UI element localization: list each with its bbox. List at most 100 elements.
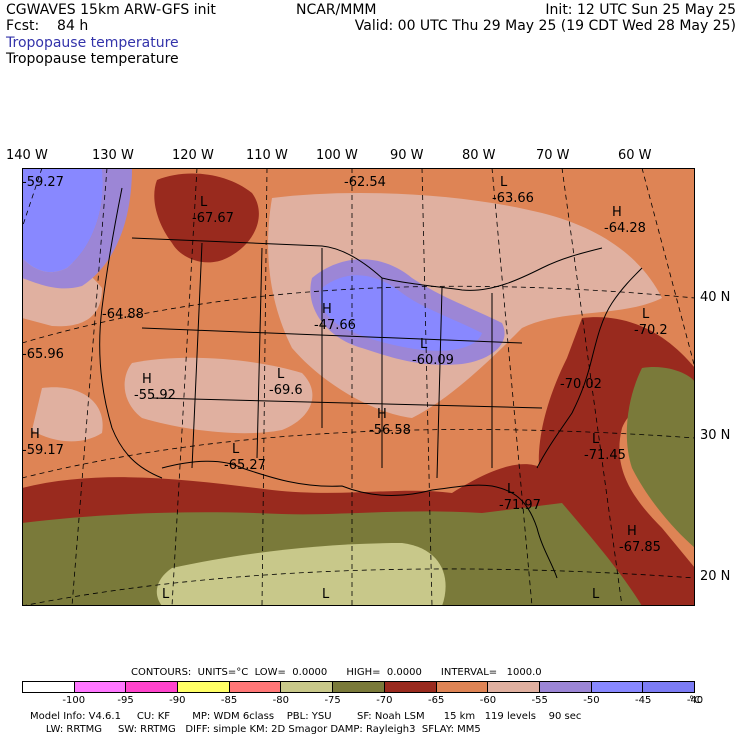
- temp-band-salmon-north: [268, 193, 662, 418]
- valid-time: Valid: 00 UTC Thu 29 May 25 (19 CDT Wed …: [354, 18, 736, 34]
- high-marker: H: [322, 302, 332, 317]
- low-marker: L: [277, 367, 285, 382]
- model-info-line-1: Model Info: V4.6.1 CU: KF MP: WDM 6class…: [30, 711, 582, 722]
- high-marker: H: [142, 372, 152, 387]
- extremum-value: -64.88: [102, 307, 144, 322]
- color-swatch: [333, 682, 385, 692]
- scale-tick-label: -60: [479, 695, 497, 706]
- scale-tick-label: -55: [531, 695, 548, 706]
- extremum-value: -70.2: [634, 323, 668, 338]
- border-us-mexico: [161, 460, 243, 469]
- lon-label: 120 W: [172, 148, 214, 163]
- tropopause-temperature-map: L-67.67-62.54 L-63.66H-64.28-59.27-64.88 H…: [22, 168, 695, 606]
- extremum-value: -56.58: [369, 423, 411, 438]
- extremum-value: -65.96: [22, 347, 64, 362]
- coastline-gulf: [241, 467, 558, 579]
- meridian: [261, 168, 268, 606]
- scale-unit: °C: [689, 695, 701, 706]
- scale-tick-label: -70: [376, 695, 393, 706]
- color-swatch: [643, 682, 694, 692]
- color-swatch: [178, 682, 230, 692]
- extremum-value: -70.02: [560, 377, 602, 392]
- extremum-value: -47.66: [314, 318, 356, 333]
- color-swatch: [384, 682, 437, 692]
- low-marker: L: [642, 307, 650, 322]
- lat-label: 40 N: [700, 290, 731, 305]
- extremum-value: -62.54: [344, 175, 386, 190]
- lon-label: 60 W: [618, 148, 652, 163]
- low-marker: L: [162, 587, 170, 602]
- color-swatch: [23, 682, 75, 692]
- model-title: CGWAVES 15km ARW-GFS init: [6, 2, 216, 18]
- extremum-value: -69.6: [269, 383, 303, 398]
- high-marker: H: [612, 205, 622, 220]
- low-marker: L: [232, 442, 240, 457]
- low-marker: L: [200, 195, 208, 210]
- color-swatch: [539, 682, 592, 692]
- color-scale-ticks: -100 -95 -90 -85 -80 -75 -70 -65 -60 -55 -50 -45 -40…: [0, 695, 740, 707]
- high-marker: H: [627, 524, 637, 539]
- scale-tick-label: -80: [272, 695, 290, 706]
- scale-tick-label: -100: [62, 695, 86, 706]
- scale-tick-label: -65: [427, 695, 445, 706]
- color-swatch: [229, 682, 282, 692]
- color-scale-bar: [22, 681, 695, 693]
- parallel: [22, 429, 695, 479]
- color-swatch: [74, 682, 127, 692]
- extremum-value: -67.85: [619, 540, 661, 555]
- meridian: [22, 168, 43, 229]
- state-lines: [141, 242, 543, 479]
- lat-label: 30 N: [700, 428, 731, 443]
- scale-tick-label: -95: [117, 695, 134, 706]
- lon-label: 100 W: [316, 148, 358, 163]
- coastline-west: [99, 187, 163, 479]
- extremum-value: -71.97: [499, 498, 541, 513]
- low-marker: L: [322, 587, 330, 602]
- lon-label: 70 W: [536, 148, 570, 163]
- temp-band-blue-nw: [22, 168, 103, 273]
- meridian: [421, 168, 433, 606]
- extremum-value: -60.09: [412, 353, 454, 368]
- scale-tick-label: -50: [583, 695, 600, 706]
- meridian: [491, 168, 533, 606]
- extremum-value: -65.27: [224, 458, 266, 473]
- low-marker: L: [592, 432, 600, 447]
- lon-label: 140 W: [6, 148, 48, 163]
- extremum-value: -67.67: [192, 211, 234, 226]
- extremum-value: -63.66: [492, 191, 534, 206]
- lon-label: 80 W: [462, 148, 496, 163]
- high-marker: H: [30, 427, 40, 442]
- color-swatch: [436, 682, 489, 692]
- contours-info: CONTOURS: UNITS=°C LOW= 0.0000 HIGH= 0.0…: [131, 667, 542, 678]
- color-swatch: [126, 682, 179, 692]
- temp-band-blue-lakes: [319, 275, 482, 351]
- extremum-value: -59.17: [22, 443, 64, 458]
- scale-tick-label: -40: [686, 695, 704, 706]
- scale-tick-label: -90: [169, 695, 186, 706]
- meridian: [171, 168, 198, 606]
- meridian: [71, 168, 108, 606]
- scale-tick-label: -85: [220, 695, 238, 706]
- model-info-line-2: LW: RRTMG SW: RRTMG DIFF: simple KM: 2D …: [30, 724, 481, 735]
- institution: NCAR/MMM: [296, 2, 377, 18]
- extremum-value: -59.27: [22, 175, 64, 190]
- low-marker: L: [500, 175, 508, 190]
- scale-tick-label: -75: [324, 695, 341, 706]
- temp-band-olive-east: [626, 366, 695, 548]
- lon-label: 90 W: [390, 148, 424, 163]
- meridian: [561, 168, 623, 606]
- parallel: [22, 285, 695, 344]
- color-swatch: [488, 682, 540, 692]
- init-time: Init: 12 UTC Sun 25 May 25: [545, 2, 736, 18]
- lon-label: 110 W: [246, 148, 288, 163]
- meridian: [641, 168, 695, 369]
- lat-label: 20 N: [700, 569, 731, 584]
- color-swatch: [281, 682, 334, 692]
- extremum-value: -64.28: [604, 221, 646, 236]
- low-marker: L: [507, 482, 515, 497]
- border-canada-us: [131, 237, 603, 291]
- low-marker: L: [420, 337, 428, 352]
- extremum-value: -55.92: [134, 388, 176, 403]
- lon-label: 130 W: [92, 148, 134, 163]
- temp-band-salmon-sw: [124, 357, 313, 434]
